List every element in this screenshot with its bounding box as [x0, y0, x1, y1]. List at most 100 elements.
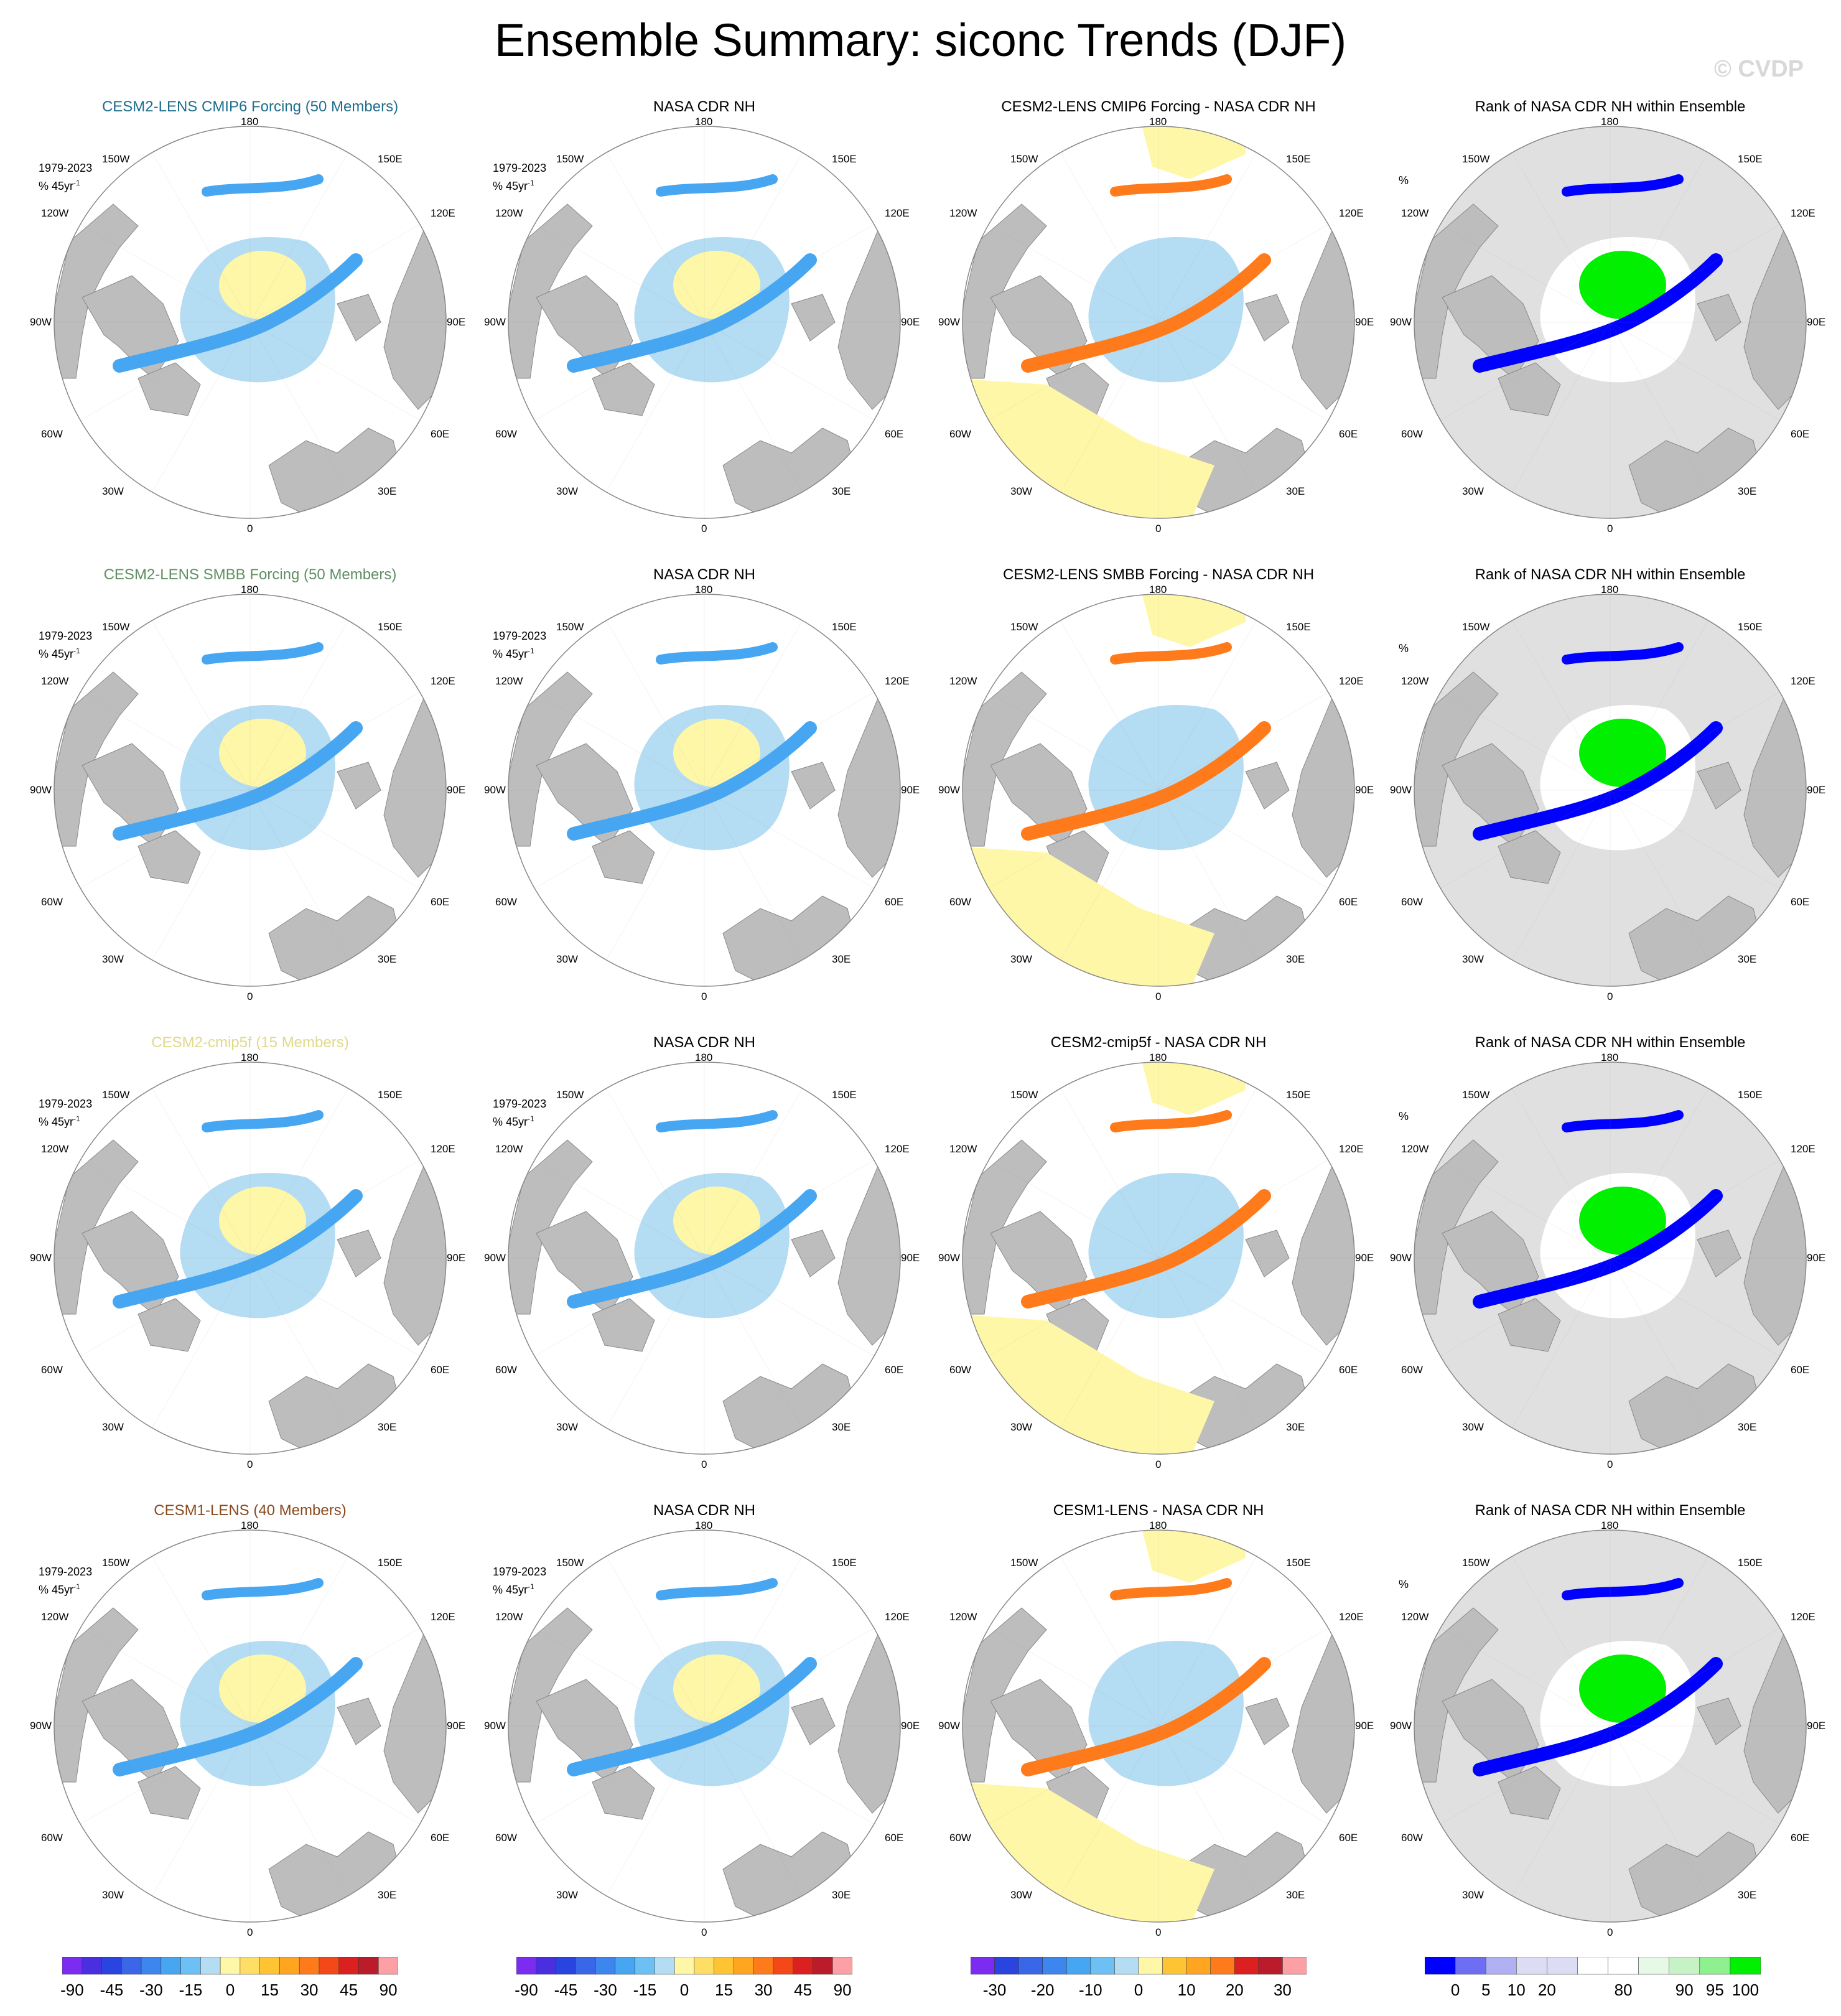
period-units-label: 1979-2023% 45yr-1	[493, 1096, 546, 1129]
longitude-label: 30W	[1462, 485, 1484, 497]
meridian-line	[1440, 1160, 1611, 1259]
longitude-label: 30W	[556, 485, 578, 497]
map-border	[508, 126, 901, 519]
longitude-label: 120E	[1791, 675, 1815, 687]
longitude-label: 150W	[1462, 621, 1490, 633]
longitude-label: 120W	[949, 207, 977, 219]
longitude-label: 90E	[901, 316, 920, 328]
meridian-line	[1060, 322, 1159, 492]
ice-core-region	[1579, 1654, 1666, 1723]
colorbar-bin	[813, 1957, 833, 1975]
longitude-label: 0	[1607, 523, 1613, 534]
period-units-label: 1979-2023% 45yr-1	[493, 161, 546, 194]
longitude-label: 90E	[1355, 1252, 1374, 1264]
longitude-label: 60W	[1401, 428, 1423, 440]
colorbar-bin	[1162, 1957, 1187, 1975]
longitude-label: 90W	[484, 784, 506, 796]
meridian-line	[1512, 152, 1611, 323]
colorbar-bin	[1425, 1957, 1456, 1975]
period-label: 1979-2023	[493, 1098, 547, 1110]
longitude-label: 30E	[1738, 1889, 1757, 1901]
longitude-label: 120E	[1339, 675, 1364, 687]
period-units-label: 1979-2023% 45yr-1	[39, 628, 92, 661]
colorbar-tick-label: 20	[1225, 1981, 1244, 1999]
longitude-label: 60W	[41, 896, 63, 908]
longitude-label: 90W	[30, 1252, 52, 1264]
colorbar-tick-label: -30	[139, 1981, 163, 1999]
land-mass	[962, 203, 1047, 379]
longitude-label: 120W	[1401, 1611, 1429, 1623]
longitude-label: 60E	[1339, 896, 1358, 908]
land-mass	[137, 1766, 201, 1820]
ice-core-region	[673, 1187, 760, 1255]
meridian-line	[80, 692, 251, 791]
pacific-ice-band	[656, 642, 778, 665]
longitude-label: 60E	[1791, 896, 1810, 908]
meridian-line	[704, 692, 874, 791]
longitude-label: 150E	[1738, 621, 1763, 633]
map-border	[962, 1062, 1355, 1455]
meridian-line	[1610, 620, 1708, 791]
colorbar-bin	[536, 1957, 556, 1975]
colorbar-tick-label: 5	[1481, 1981, 1491, 1999]
colorbar-tick-label: -45	[554, 1981, 578, 1999]
land-mass	[592, 1766, 655, 1820]
longitude-label: 30W	[102, 953, 124, 965]
colorbar-bin	[161, 1957, 181, 1975]
longitude-label: 30E	[378, 485, 397, 497]
map-panel: NASA CDR NH 180 0 150W 150E 120W 120E 90W 90E 60W…	[480, 1034, 928, 1504]
colorbar-bin	[1608, 1957, 1639, 1975]
units-label: % 45yr-1	[39, 175, 92, 194]
longitude-label: 60E	[885, 896, 904, 908]
meridian-line	[606, 1725, 705, 1896]
longitude-label: 120W	[949, 1611, 977, 1623]
pacific-ice-band	[656, 1110, 778, 1132]
meridian-line	[1512, 1088, 1611, 1259]
polar-map	[962, 594, 1355, 987]
meridian-line	[989, 692, 1159, 791]
longitude-label: 60W	[41, 428, 63, 440]
land-mass	[1498, 362, 1561, 416]
land-mass	[1498, 1766, 1561, 1820]
colorbar-swatches	[62, 1957, 398, 1975]
land-mass	[508, 1139, 593, 1315]
meridian-line	[989, 1258, 1159, 1356]
land-mass	[1498, 1298, 1561, 1352]
land-mass	[337, 762, 381, 810]
meridian-line	[989, 1160, 1159, 1259]
land-mass	[137, 1298, 201, 1352]
map-border	[1414, 1062, 1807, 1455]
land-mass	[337, 1697, 381, 1745]
map-border	[962, 1529, 1355, 1923]
longitude-label: 150E	[832, 1089, 857, 1101]
longitude-label: 120W	[41, 207, 69, 219]
longitude-label: 120W	[41, 675, 69, 687]
meridian-line	[1610, 692, 1780, 791]
period-label: 1979-2023	[493, 630, 547, 642]
ice-edge-band	[113, 253, 363, 373]
colorbar: -90 -45 -30 -15 0 15 30 45 90	[60, 1957, 398, 1999]
meridian-line	[606, 1088, 705, 1259]
meridian-line	[1610, 322, 1780, 421]
longitude-label: 60E	[1339, 1364, 1358, 1376]
longitude-label: 90W	[30, 316, 52, 328]
longitude-label: 150E	[1286, 1089, 1311, 1101]
ice-core-region	[1127, 251, 1214, 319]
meridian-line	[704, 1088, 803, 1259]
map-border	[508, 1062, 901, 1455]
ice-edge-band	[567, 1657, 817, 1776]
colorbar-bin	[1669, 1957, 1700, 1975]
longitude-label: 120E	[1791, 1143, 1815, 1155]
colorbar-bin	[319, 1957, 339, 1975]
colorbar-tick-label: 20	[1537, 1981, 1556, 1999]
longitude-label: 0	[247, 1926, 253, 1938]
meridian-line	[1158, 1725, 1257, 1896]
meridian-line	[152, 790, 251, 960]
meridian-line	[1610, 790, 1780, 889]
colorbar-bin	[1234, 1957, 1259, 1975]
period-label: 1979-2023	[493, 162, 547, 174]
longitude-label: 60W	[1401, 896, 1423, 908]
longitude-label: 60W	[495, 1832, 517, 1844]
polar-map	[54, 594, 447, 987]
longitude-label: 150W	[1010, 153, 1038, 165]
